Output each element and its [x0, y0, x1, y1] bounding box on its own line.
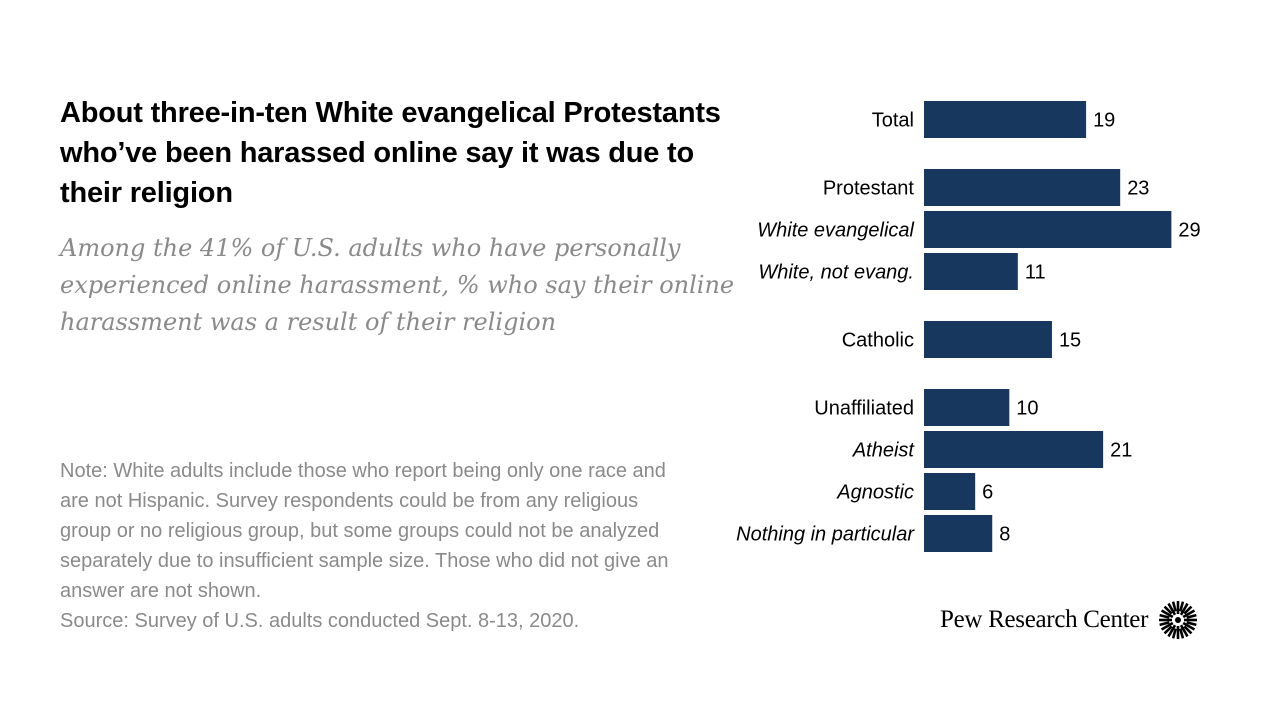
note-text: Note: White adults include those who rep… — [60, 460, 669, 602]
category-label-unaffiliated: Unaffiliated — [814, 398, 914, 420]
bar-white-not-evang — [924, 253, 1018, 290]
bar-total — [924, 101, 1087, 138]
value-label-total: 19 — [1093, 110, 1115, 132]
chart-subtitle: Among the 41% of U.S. adults who have pe… — [60, 234, 735, 336]
value-label-agnostic: 6 — [982, 482, 993, 504]
value-label-white-evangelical: 29 — [1178, 220, 1200, 242]
category-label-white-not-evang: White, not evang. — [758, 262, 914, 284]
value-label-unaffiliated: 10 — [1016, 398, 1038, 420]
bar-protestant — [924, 169, 1121, 206]
logo-text: Pew Research Center — [940, 606, 1149, 633]
category-label-atheist: Atheist — [852, 440, 916, 462]
source-text: Source: Survey of U.S. adults conducted … — [60, 610, 580, 632]
bar-agnostic — [924, 473, 976, 510]
bar-atheist — [924, 431, 1104, 468]
bar-catholic — [924, 321, 1052, 358]
category-label-agnostic: Agnostic — [836, 482, 914, 504]
chart-title: About three-in-ten White evangelical Pro… — [60, 97, 721, 209]
value-label-atheist: 21 — [1110, 440, 1132, 462]
category-label-total: Total — [872, 110, 914, 132]
category-label-white-evangelical: White evangelical — [757, 220, 914, 242]
bar-nothing-in-particular — [924, 515, 993, 552]
value-label-nothing-in-particular: 8 — [999, 524, 1010, 546]
value-label-catholic: 15 — [1059, 330, 1081, 352]
bar-white-evangelical — [924, 211, 1172, 248]
value-label-white-not-evang: 11 — [1025, 262, 1046, 284]
bar-unaffiliated — [924, 389, 1010, 426]
footnote: Note: White adults include those who rep… — [60, 456, 670, 636]
value-label-protestant: 23 — [1127, 178, 1149, 200]
pew-sunburst-icon — [1159, 601, 1198, 639]
category-label-catholic: Catholic — [842, 330, 914, 352]
category-label-nothing-in-particular: Nothing in particular — [736, 524, 915, 546]
category-label-protestant: Protestant — [823, 178, 915, 200]
pew-logo: Pew Research Center — [940, 598, 1198, 642]
